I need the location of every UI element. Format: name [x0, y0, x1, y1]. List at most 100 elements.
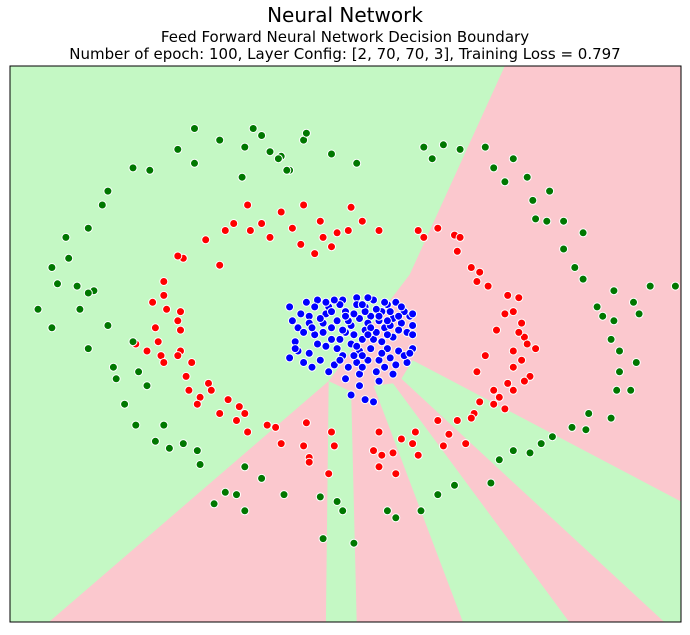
point-class-1-8 — [327, 242, 336, 252]
point-class-0-71 — [408, 321, 418, 330]
point-class-2-51 — [433, 490, 443, 500]
point-class-2-68 — [606, 334, 616, 344]
point-class-1-105 — [472, 367, 482, 377]
point-class-2-30 — [108, 362, 118, 372]
point-class-1-77 — [531, 344, 541, 354]
point-class-1-51 — [240, 409, 250, 418]
point-class-0-111 — [363, 330, 373, 340]
point-class-0-90 — [369, 397, 378, 407]
point-class-0-119 — [408, 330, 418, 340]
point-class-1-29 — [173, 351, 183, 361]
point-class-1-100 — [438, 441, 448, 451]
point-class-2-94 — [349, 538, 359, 548]
point-class-1-93 — [396, 434, 406, 444]
point-class-2-11 — [265, 147, 275, 157]
point-class-2-34 — [142, 381, 152, 391]
point-class-2-39 — [178, 439, 188, 449]
point-class-2-25 — [33, 304, 43, 314]
point-class-2-38 — [150, 436, 160, 446]
point-class-2-91 — [220, 487, 230, 497]
point-class-2-41 — [195, 460, 205, 469]
point-class-2-1 — [173, 144, 183, 154]
point-class-2-49 — [391, 513, 401, 523]
point-class-1-84 — [489, 399, 499, 409]
point-class-2-66 — [631, 358, 641, 367]
point-class-1-21 — [173, 316, 183, 326]
point-class-2-70 — [629, 297, 638, 307]
point-class-1-42 — [271, 422, 281, 432]
point-class-1-12 — [245, 226, 255, 235]
point-class-1-41 — [262, 420, 272, 430]
point-class-1-9 — [310, 249, 320, 259]
point-class-2-47 — [338, 506, 348, 516]
point-class-1-39 — [232, 416, 241, 425]
point-class-1-74 — [517, 318, 527, 328]
decision-region-class-2-4 — [401, 360, 681, 622]
point-class-1-10 — [296, 239, 306, 249]
point-class-2-17 — [97, 200, 107, 210]
point-class-2-65 — [615, 367, 624, 377]
point-class-1-69 — [475, 267, 485, 277]
point-class-1-22 — [150, 323, 160, 333]
point-class-2-14 — [145, 165, 155, 175]
point-class-2-15 — [128, 163, 138, 173]
point-class-0-117 — [357, 351, 367, 361]
point-class-2-95 — [318, 534, 328, 544]
point-class-2-31 — [128, 337, 138, 347]
point-class-1-106 — [492, 325, 501, 335]
point-class-2-76 — [578, 228, 588, 238]
point-class-2-59 — [567, 422, 577, 432]
point-class-0-78 — [310, 302, 320, 312]
point-class-2-84 — [489, 163, 499, 173]
point-class-0-94 — [391, 360, 401, 370]
point-class-2-104 — [164, 443, 174, 453]
point-class-1-55 — [215, 260, 225, 270]
point-class-2-73 — [578, 274, 588, 284]
point-class-2-21 — [64, 253, 74, 263]
point-class-2-29 — [83, 344, 93, 354]
point-class-1-107 — [500, 309, 510, 319]
point-class-1-99 — [374, 462, 384, 472]
point-class-0-8 — [304, 348, 314, 358]
point-class-1-40 — [243, 427, 253, 437]
point-class-0-48 — [343, 362, 353, 372]
point-class-1-17 — [159, 277, 169, 286]
point-class-1-63 — [433, 223, 443, 233]
point-class-2-85 — [508, 154, 518, 164]
point-class-1-108 — [508, 346, 518, 356]
point-class-1-52 — [192, 399, 202, 409]
point-class-1-44 — [299, 441, 309, 451]
point-class-1-73 — [508, 307, 518, 317]
point-class-1-11 — [265, 232, 275, 242]
point-class-0-108 — [307, 323, 317, 333]
point-class-1-31 — [187, 358, 197, 367]
point-class-0-110 — [335, 355, 345, 365]
point-class-0-81 — [324, 367, 334, 377]
point-class-2-80 — [528, 195, 538, 205]
point-class-1-4 — [299, 200, 309, 210]
point-class-1-23 — [176, 325, 185, 335]
point-class-1-62 — [419, 232, 429, 242]
point-class-1-81 — [503, 378, 513, 388]
point-class-0-66 — [388, 369, 398, 379]
point-class-0-23 — [332, 316, 342, 326]
decision-region-class-2-3 — [373, 383, 570, 622]
point-class-0-100 — [405, 348, 415, 358]
point-class-2-102 — [327, 149, 336, 159]
point-class-2-28 — [103, 321, 113, 330]
point-class-2-67 — [615, 346, 624, 356]
point-class-0-73 — [318, 327, 328, 337]
point-class-2-61 — [581, 425, 591, 435]
point-class-2-105 — [83, 288, 93, 298]
point-class-1-71 — [503, 290, 513, 300]
point-class-0-75 — [385, 307, 395, 317]
point-class-1-79 — [508, 362, 518, 372]
point-class-2-71 — [609, 286, 619, 296]
point-class-2-55 — [508, 446, 518, 456]
point-class-1-72 — [514, 293, 524, 303]
point-class-1-91 — [408, 439, 418, 449]
point-class-1-46 — [304, 457, 314, 467]
point-class-0-95 — [396, 302, 406, 312]
point-class-0-69 — [332, 344, 342, 354]
